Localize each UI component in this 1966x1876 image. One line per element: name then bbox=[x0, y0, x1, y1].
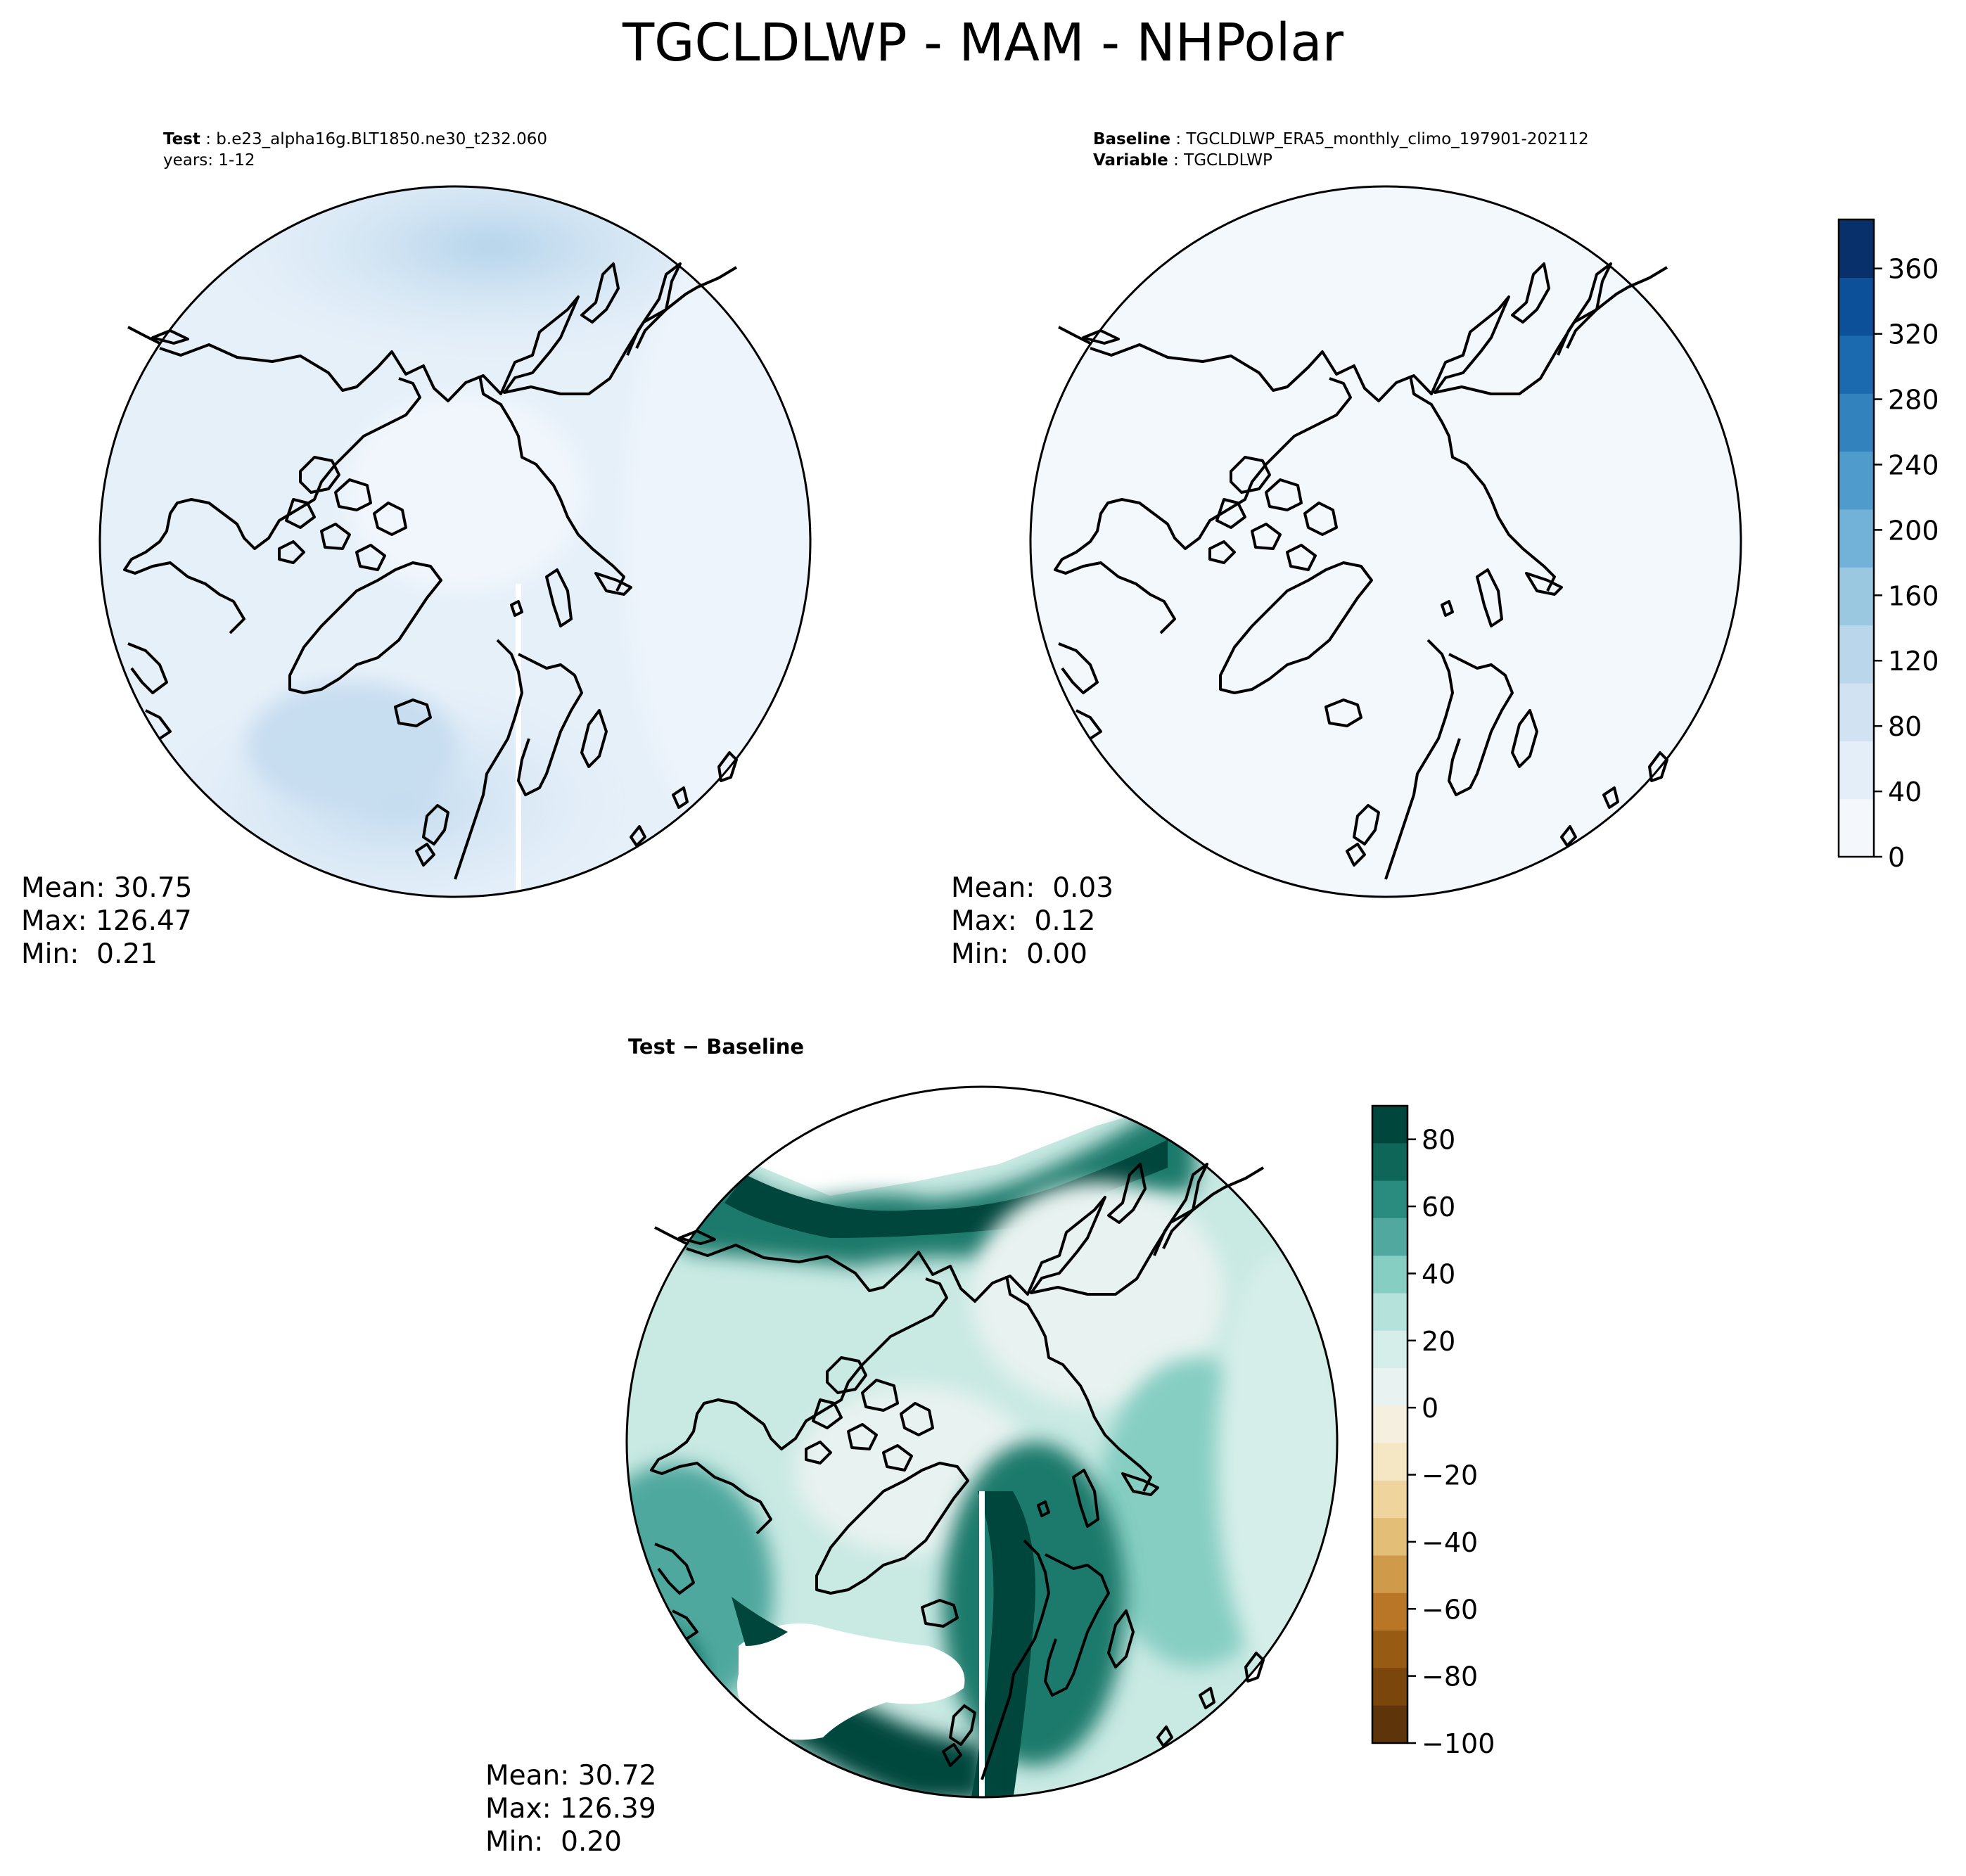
main-colorbar-segment bbox=[1839, 335, 1874, 394]
diff-colorbar-segment bbox=[1372, 1106, 1408, 1144]
diff-colorbar-tick-label: −60 bbox=[1422, 1594, 1478, 1625]
baseline-case-name: TGCLDLWP_ERA5_monthly_climo_197901-20211… bbox=[1186, 130, 1589, 148]
diff-colorbar-segment bbox=[1372, 1180, 1408, 1219]
diff-max: Max: 126.39 bbox=[485, 1792, 656, 1825]
main-colorbar-tick-label: 120 bbox=[1888, 646, 1939, 677]
diff-colorbar-tick-label: 0 bbox=[1422, 1393, 1438, 1424]
baseline-stats: Mean: 0.03 Max: 0.12 Min: 0.00 bbox=[951, 872, 1113, 971]
baseline-min: Min: 0.00 bbox=[951, 938, 1087, 970]
diff-colorbar-segment bbox=[1372, 1293, 1408, 1332]
diff-colorbar-segment bbox=[1372, 1555, 1408, 1594]
diff-panel-title: Test − Baseline bbox=[628, 1035, 805, 1059]
diff-colorbar-segment bbox=[1372, 1405, 1408, 1444]
main-colorbar-tick-label: 320 bbox=[1888, 319, 1939, 350]
diff-colorbar-segment bbox=[1372, 1330, 1408, 1369]
main-colorbar-segment bbox=[1839, 393, 1874, 452]
baseline-label-key: Baseline bbox=[1093, 130, 1171, 148]
diff-colorbar-tick-label: 20 bbox=[1422, 1326, 1455, 1357]
diff-colorbar-tick-label: 80 bbox=[1422, 1125, 1455, 1156]
test-max: Max: 126.47 bbox=[21, 905, 192, 937]
test-map bbox=[98, 185, 812, 898]
diff-colorbar-segment bbox=[1372, 1443, 1408, 1481]
main-colorbar-tick-label: 0 bbox=[1888, 842, 1905, 873]
diff-colorbar-tick-label: 40 bbox=[1422, 1258, 1455, 1289]
main-colorbar-segment bbox=[1839, 451, 1874, 510]
variable-label-key: Variable bbox=[1093, 151, 1168, 170]
diff-stats: Mean: 30.72 Max: 126.39 Min: 0.20 bbox=[485, 1760, 656, 1858]
main-colorbar-tick-label: 360 bbox=[1888, 254, 1939, 285]
main-colorbar-tick-label: 200 bbox=[1888, 515, 1939, 546]
diff-colorbar-segment bbox=[1372, 1480, 1408, 1519]
test-years: years: 1-12 bbox=[163, 151, 255, 170]
main-colorbar: 0 40 80 120 160 200 240 280 320 360 bbox=[1837, 218, 1939, 873]
test-panel-label: Test : b.e23_alpha16g.BLT1850.ne30_t232.… bbox=[163, 129, 547, 172]
test-stats: Mean: 30.75 Max: 126.47 Min: 0.21 bbox=[21, 872, 192, 971]
main-colorbar-tick-label: 280 bbox=[1888, 385, 1939, 416]
diff-colorbar-tick-label: −80 bbox=[1422, 1661, 1478, 1692]
main-colorbar-segment bbox=[1839, 567, 1874, 626]
diff-colorbar-segment bbox=[1372, 1518, 1408, 1557]
main-colorbar-segment bbox=[1839, 509, 1874, 568]
figure-title: TGCLDLWP - MAM - NHPolar bbox=[622, 13, 1344, 73]
diff-min: Min: 0.20 bbox=[485, 1825, 622, 1858]
main-colorbar-segment bbox=[1839, 277, 1874, 336]
diff-colorbar-segment bbox=[1372, 1593, 1408, 1631]
diff-colorbar-segment bbox=[1372, 1705, 1408, 1744]
baseline-max: Max: 0.12 bbox=[951, 905, 1096, 937]
test-mean: Mean: 30.75 bbox=[21, 872, 193, 904]
diff-colorbar-segment bbox=[1372, 1368, 1408, 1406]
test-label-key: Test bbox=[163, 130, 200, 148]
main-colorbar-tick-label: 160 bbox=[1888, 580, 1939, 611]
baseline-map bbox=[1029, 185, 1742, 898]
diff-colorbar-tick-label: −40 bbox=[1422, 1527, 1478, 1558]
diff-colorbar-segment bbox=[1372, 1668, 1408, 1706]
diff-colorbar-segment bbox=[1372, 1143, 1408, 1182]
main-colorbar-tick-label: 40 bbox=[1888, 777, 1922, 808]
test-case-name: b.e23_alpha16g.BLT1850.ne30_t232.060 bbox=[216, 130, 547, 148]
main-colorbar-tick-label: 80 bbox=[1888, 711, 1922, 742]
main-colorbar-segment bbox=[1839, 682, 1874, 741]
main-colorbar-segment bbox=[1839, 219, 1874, 278]
diff-colorbar-frame bbox=[1371, 1104, 1409, 1744]
diff-colorbar-segment bbox=[1372, 1256, 1408, 1294]
main-colorbar-tick-label: 240 bbox=[1888, 449, 1939, 480]
diff-colorbar: 80 60 40 20 0 −20 −40 −60 −80 −100 bbox=[1371, 1104, 1495, 1759]
baseline-panel-label: Baseline : TGCLDLWP_ERA5_monthly_climo_1… bbox=[1093, 130, 1589, 170]
main-colorbar-frame bbox=[1837, 218, 1875, 858]
baseline-mean: Mean: 0.03 bbox=[951, 872, 1114, 904]
diff-map bbox=[625, 1085, 1339, 1799]
main-colorbar-segment bbox=[1839, 741, 1874, 800]
main-colorbar-segment bbox=[1839, 798, 1874, 857]
variable-name: TGCLDLWP bbox=[1184, 151, 1272, 170]
diff-mean: Mean: 30.72 bbox=[485, 1760, 657, 1792]
diff-colorbar-tick-label: 60 bbox=[1422, 1192, 1455, 1223]
diff-colorbar-segment bbox=[1372, 1218, 1408, 1256]
diff-colorbar-tick-label: −20 bbox=[1422, 1460, 1478, 1491]
diff-colorbar-segment bbox=[1372, 1631, 1408, 1669]
diff-colorbar-tick-label: −100 bbox=[1422, 1728, 1495, 1759]
test-min: Min: 0.21 bbox=[21, 938, 158, 970]
main-colorbar-segment bbox=[1839, 625, 1874, 684]
